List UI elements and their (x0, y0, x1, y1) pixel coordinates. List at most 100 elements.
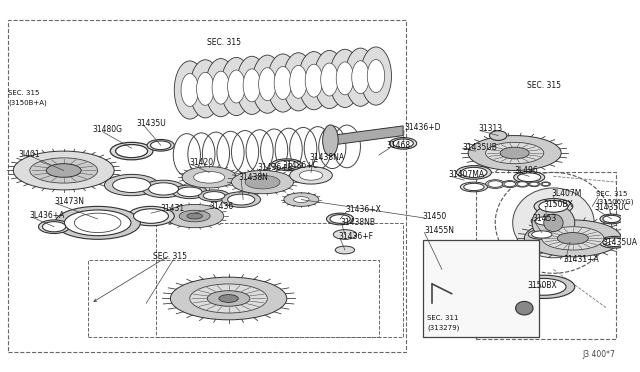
Ellipse shape (222, 192, 260, 207)
Ellipse shape (544, 214, 563, 232)
Ellipse shape (352, 61, 369, 94)
Ellipse shape (179, 210, 210, 222)
Ellipse shape (147, 140, 174, 151)
Ellipse shape (245, 175, 280, 189)
Ellipse shape (194, 171, 225, 183)
Ellipse shape (196, 72, 214, 105)
Ellipse shape (300, 170, 323, 180)
Ellipse shape (542, 227, 604, 250)
Ellipse shape (490, 131, 507, 140)
Ellipse shape (531, 215, 562, 227)
Ellipse shape (486, 142, 544, 164)
Ellipse shape (65, 210, 131, 236)
Text: 31436+F: 31436+F (338, 232, 373, 241)
Text: 31436+B: 31436+B (258, 163, 293, 172)
Ellipse shape (134, 209, 168, 223)
Ellipse shape (116, 145, 148, 158)
Text: SEC. 315: SEC. 315 (8, 90, 40, 96)
Ellipse shape (205, 58, 236, 117)
Ellipse shape (314, 51, 345, 109)
Ellipse shape (142, 180, 185, 198)
Text: 3150BX: 3150BX (544, 200, 573, 209)
Ellipse shape (516, 301, 533, 315)
Ellipse shape (305, 64, 323, 97)
Ellipse shape (468, 135, 561, 170)
Ellipse shape (221, 57, 252, 116)
Ellipse shape (464, 183, 484, 190)
Ellipse shape (268, 54, 298, 112)
Ellipse shape (335, 246, 355, 254)
Ellipse shape (298, 52, 330, 110)
Ellipse shape (530, 182, 538, 186)
Ellipse shape (513, 188, 594, 258)
Text: SEC. 315: SEC. 315 (207, 38, 241, 47)
Ellipse shape (148, 183, 179, 195)
Ellipse shape (228, 70, 245, 103)
Ellipse shape (461, 167, 487, 177)
Ellipse shape (203, 192, 225, 200)
Text: (3150B+A): (3150B+A) (8, 99, 47, 106)
Ellipse shape (283, 53, 314, 111)
Ellipse shape (539, 201, 568, 212)
Ellipse shape (284, 193, 319, 206)
Text: 3L436+A: 3L436+A (30, 211, 65, 219)
Ellipse shape (252, 55, 283, 113)
Ellipse shape (113, 177, 150, 192)
Text: 31453: 31453 (532, 215, 556, 224)
Ellipse shape (294, 197, 309, 202)
Ellipse shape (542, 182, 549, 186)
Text: 31450: 31450 (422, 212, 447, 221)
Text: 31436+C: 31436+C (282, 161, 318, 170)
Text: 31436+X: 31436+X (345, 205, 381, 214)
Ellipse shape (172, 185, 207, 199)
Text: 31480G: 31480G (93, 125, 123, 134)
Ellipse shape (599, 237, 630, 248)
Ellipse shape (128, 206, 174, 226)
Text: 3150BX: 3150BX (527, 281, 557, 291)
Ellipse shape (190, 284, 268, 313)
Ellipse shape (290, 65, 307, 98)
Text: 31473N: 31473N (54, 197, 84, 206)
Text: 31431+A: 31431+A (563, 255, 599, 264)
Ellipse shape (219, 295, 238, 302)
Text: 31468: 31468 (387, 141, 411, 150)
Ellipse shape (104, 174, 159, 196)
Ellipse shape (38, 220, 70, 234)
Text: 31435UC: 31435UC (594, 203, 629, 212)
Ellipse shape (502, 180, 518, 187)
Ellipse shape (150, 141, 171, 150)
Ellipse shape (207, 291, 250, 306)
Ellipse shape (488, 181, 502, 187)
Text: 31436: 31436 (209, 202, 234, 211)
Polygon shape (330, 126, 403, 145)
Text: (31506YG): (31506YG) (596, 198, 634, 205)
Ellipse shape (360, 47, 392, 105)
Ellipse shape (187, 213, 202, 219)
Text: 31431: 31431 (161, 204, 185, 213)
Text: 31438N: 31438N (238, 173, 268, 182)
Ellipse shape (535, 217, 558, 225)
Ellipse shape (460, 182, 488, 192)
Ellipse shape (321, 63, 338, 96)
Ellipse shape (259, 68, 276, 101)
Ellipse shape (181, 74, 198, 106)
Text: 31435UA: 31435UA (602, 238, 637, 247)
Ellipse shape (275, 160, 298, 169)
Ellipse shape (232, 170, 294, 194)
Ellipse shape (541, 182, 550, 186)
Ellipse shape (174, 61, 205, 119)
Ellipse shape (170, 277, 287, 320)
Ellipse shape (182, 167, 236, 188)
Ellipse shape (532, 231, 552, 238)
Ellipse shape (517, 182, 527, 186)
Ellipse shape (42, 222, 66, 232)
Text: SEC. 315: SEC. 315 (154, 252, 188, 261)
Ellipse shape (522, 279, 566, 295)
Ellipse shape (603, 238, 626, 247)
Bar (8, 20, 406, 352)
Ellipse shape (290, 167, 332, 184)
Text: 31407MA: 31407MA (449, 170, 485, 179)
Ellipse shape (500, 147, 529, 159)
Ellipse shape (74, 213, 121, 232)
Ellipse shape (528, 230, 556, 239)
